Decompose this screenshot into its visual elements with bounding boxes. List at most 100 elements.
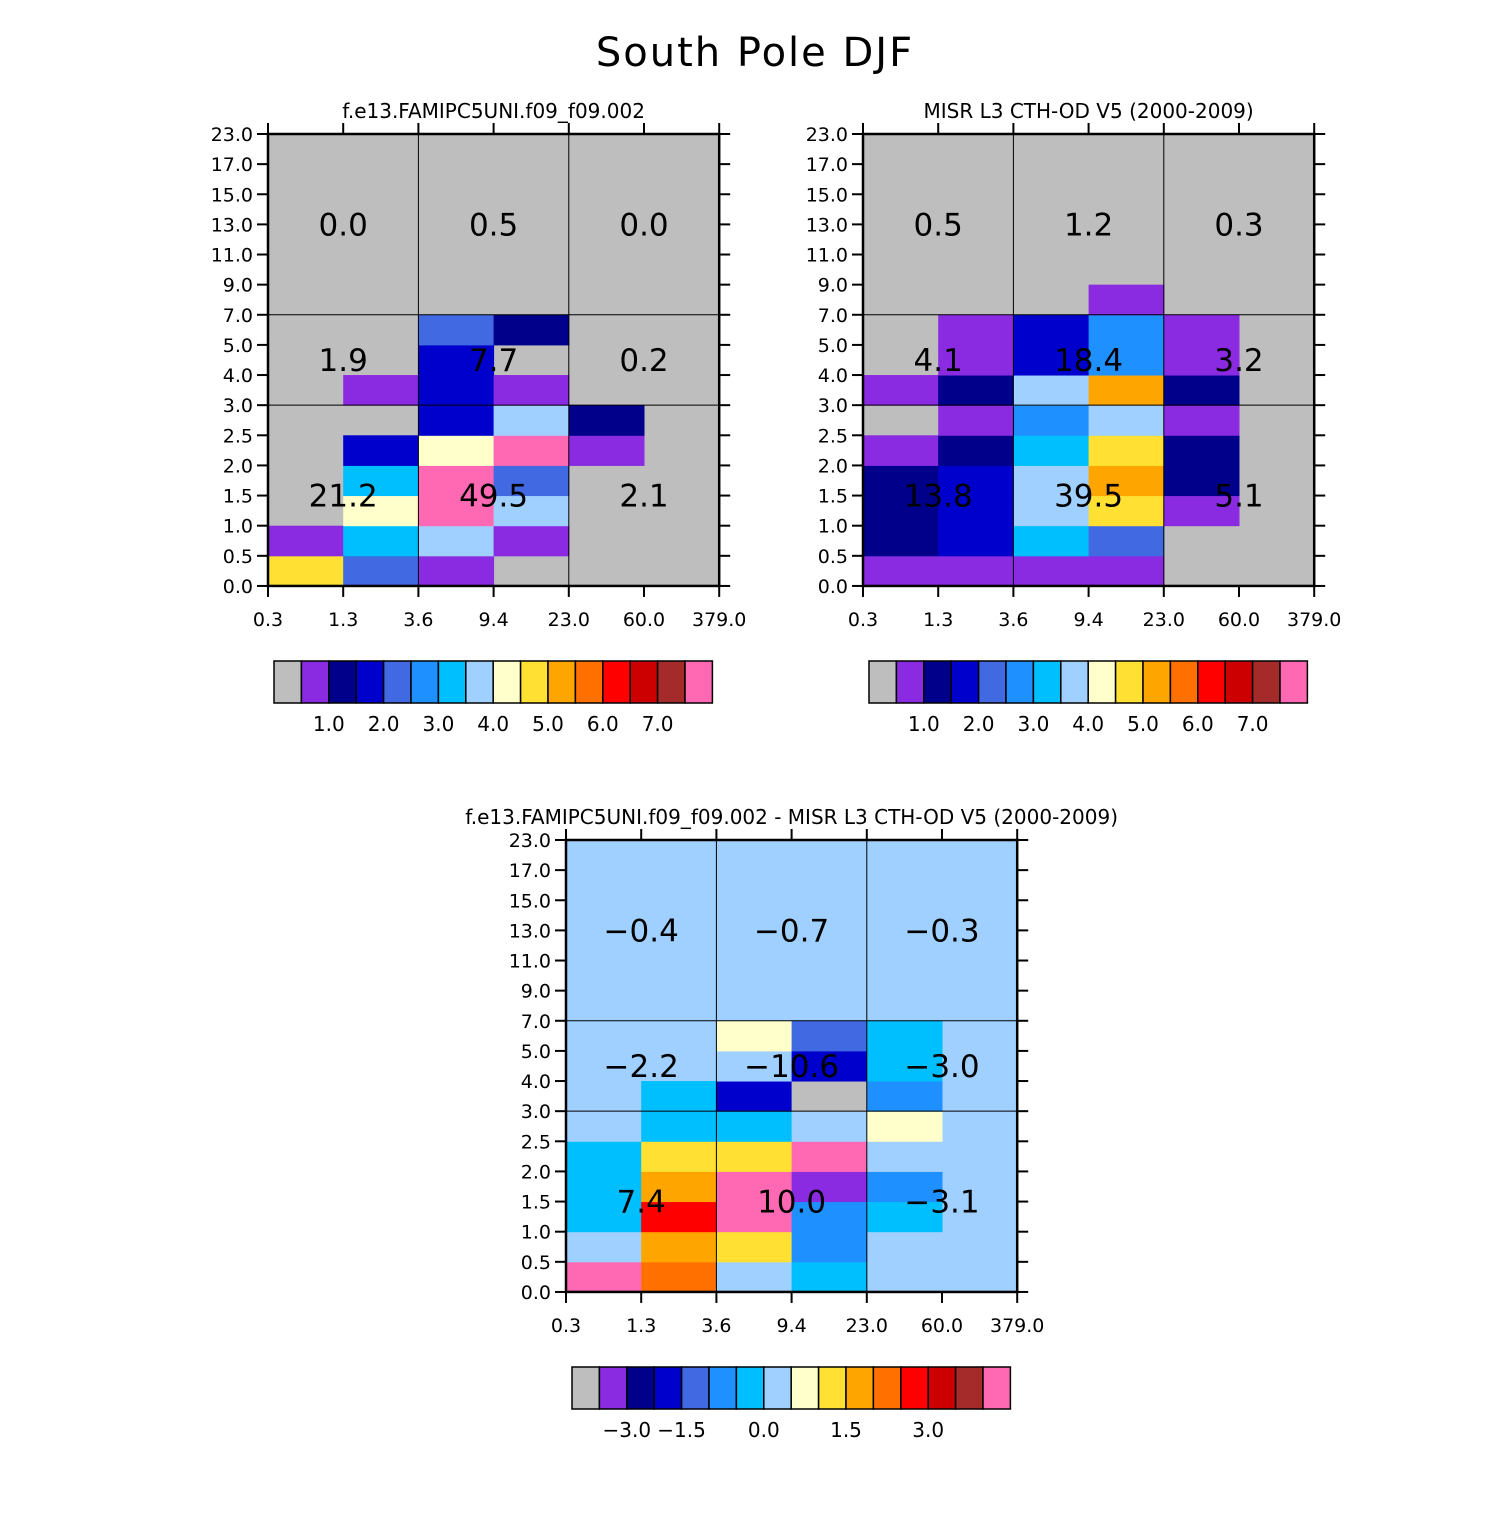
heatmap-cell bbox=[716, 1171, 793, 1203]
heatmap-cell bbox=[1013, 465, 1090, 497]
y-tick-label: 3.0 bbox=[223, 395, 253, 417]
region-total-label: 0.0 bbox=[619, 207, 668, 243]
heatmap-cell bbox=[866, 1050, 943, 1082]
colorbar-swatch bbox=[1142, 660, 1172, 704]
heatmap-cell bbox=[1013, 375, 1090, 406]
y-tick-label: 5.0 bbox=[521, 1041, 551, 1063]
colorbar-swatch bbox=[492, 660, 522, 704]
region-total-label: 0.5 bbox=[914, 207, 963, 243]
heatmap-cell bbox=[1013, 314, 1090, 346]
colorbar-swatch bbox=[465, 660, 494, 704]
region-total-label: 7.4 bbox=[617, 1185, 666, 1221]
heatmap-cell bbox=[1163, 495, 1240, 527]
colorbar-label: 2.0 bbox=[368, 712, 400, 736]
heatmap-cell bbox=[418, 405, 495, 436]
region-total-label: 21.2 bbox=[309, 479, 378, 515]
y-tick-label: 13.0 bbox=[509, 920, 551, 942]
colorbar-swatch bbox=[763, 1366, 792, 1410]
heatmap-cell bbox=[938, 344, 1014, 376]
colorbar-label: 7.0 bbox=[1237, 712, 1269, 736]
heatmap-cell bbox=[1088, 465, 1165, 497]
colorbar-swatch bbox=[680, 1366, 710, 1410]
y-tick-label: 9.0 bbox=[818, 275, 848, 297]
y-tick-label: 7.0 bbox=[521, 1011, 551, 1033]
y-tick-label: 2.5 bbox=[521, 1131, 551, 1153]
y-tick-label: 15.0 bbox=[806, 184, 848, 206]
colorbar-label: 3.0 bbox=[1017, 712, 1049, 736]
x-tick-label: 3.6 bbox=[701, 1315, 731, 1337]
region-total-label: 0.2 bbox=[619, 343, 668, 379]
heatmap-cell bbox=[716, 1201, 793, 1233]
y-tick-label: 11.0 bbox=[211, 245, 253, 267]
y-tick-label: 1.0 bbox=[818, 516, 848, 538]
heatmap-cell bbox=[641, 1201, 717, 1233]
heatmap-cell bbox=[866, 1171, 943, 1203]
heatmap-cell bbox=[791, 1141, 868, 1172]
y-tick-label: 2.0 bbox=[223, 455, 253, 477]
region-total-label: 2.1 bbox=[619, 479, 668, 515]
heatmap-cell bbox=[566, 1201, 642, 1233]
colorbar-swatch bbox=[355, 660, 385, 704]
colorbar-swatch bbox=[1032, 660, 1062, 704]
colorbar-swatch bbox=[1169, 660, 1199, 704]
colorbar-swatch bbox=[437, 660, 467, 704]
colorbar-swatch bbox=[954, 1366, 984, 1410]
heatmap-cell bbox=[1013, 435, 1090, 466]
colorbar-swatch bbox=[626, 1366, 655, 1410]
colorbar-label: 3.0 bbox=[912, 1418, 944, 1442]
heatmap-cell bbox=[716, 1111, 793, 1142]
heatmap-cell bbox=[866, 1111, 943, 1142]
heatmap-cell bbox=[716, 1231, 793, 1263]
y-tick-label: 0.5 bbox=[223, 546, 253, 568]
heatmap-cell bbox=[641, 1171, 717, 1203]
y-tick-label: 23.0 bbox=[211, 124, 253, 146]
colorbar-label: 7.0 bbox=[642, 712, 674, 736]
y-tick-label: 5.0 bbox=[818, 335, 848, 357]
heatmap-cell bbox=[568, 405, 645, 436]
colorbar-swatch bbox=[923, 660, 952, 704]
y-tick-label: 23.0 bbox=[509, 830, 551, 852]
heatmap-cell bbox=[938, 405, 1014, 436]
heatmap-cell bbox=[791, 1201, 868, 1233]
colorbar-swatch bbox=[845, 1366, 875, 1410]
region-total-label: 7.7 bbox=[469, 343, 518, 379]
x-tick-label: 0.3 bbox=[848, 609, 878, 631]
heatmap-cell bbox=[566, 1111, 642, 1142]
colorbar-swatch bbox=[790, 1366, 820, 1410]
heatmap-cell bbox=[863, 435, 939, 466]
colorbar-label: 3.0 bbox=[422, 712, 454, 736]
region-total-label: −0.3 bbox=[904, 913, 979, 949]
heatmap-cell bbox=[418, 344, 495, 376]
heatmap-cell bbox=[566, 1141, 642, 1172]
colorbar-swatch bbox=[735, 1366, 765, 1410]
region-total-label: −0.4 bbox=[604, 913, 679, 949]
panel-model: 0.0 0.5 1.0 1.5 2.0 2.5 3.0 4.0 5.0 7.0 9.0 11.0 13.… bbox=[211, 99, 747, 736]
heatmap-cell bbox=[791, 1261, 868, 1293]
region-total-label: 1.2 bbox=[1064, 207, 1113, 243]
heatmap-cell bbox=[268, 555, 344, 587]
y-tick-label: 0.0 bbox=[818, 576, 848, 598]
colorbar-swatch bbox=[1197, 660, 1226, 704]
region-total-label: −0.7 bbox=[754, 913, 829, 949]
x-tick-label: 0.3 bbox=[253, 609, 283, 631]
region-total-label: 13.8 bbox=[904, 479, 973, 515]
heatmap-cell bbox=[1013, 344, 1090, 376]
heatmap-cell bbox=[716, 1081, 793, 1112]
colorbar-swatch bbox=[868, 660, 898, 704]
y-tick-label: 2.0 bbox=[818, 455, 848, 477]
heatmap-cell bbox=[1088, 405, 1165, 436]
heatmap-cell bbox=[716, 1050, 793, 1082]
heatmap-cell bbox=[938, 314, 1014, 346]
x-tick-label: 3.6 bbox=[998, 609, 1028, 631]
y-tick-label: 23.0 bbox=[806, 124, 848, 146]
heatmap-cell bbox=[641, 1111, 717, 1142]
colorbar-swatch bbox=[629, 660, 659, 704]
heatmap-cell bbox=[791, 1050, 868, 1082]
y-tick-label: 2.5 bbox=[223, 425, 253, 447]
heatmap-cell bbox=[1163, 375, 1240, 406]
heatmap-cell bbox=[641, 1231, 717, 1263]
heatmap-cell bbox=[1013, 525, 1090, 557]
x-tick-label: 379.0 bbox=[1287, 609, 1341, 631]
colorbar-swatch bbox=[410, 660, 440, 704]
